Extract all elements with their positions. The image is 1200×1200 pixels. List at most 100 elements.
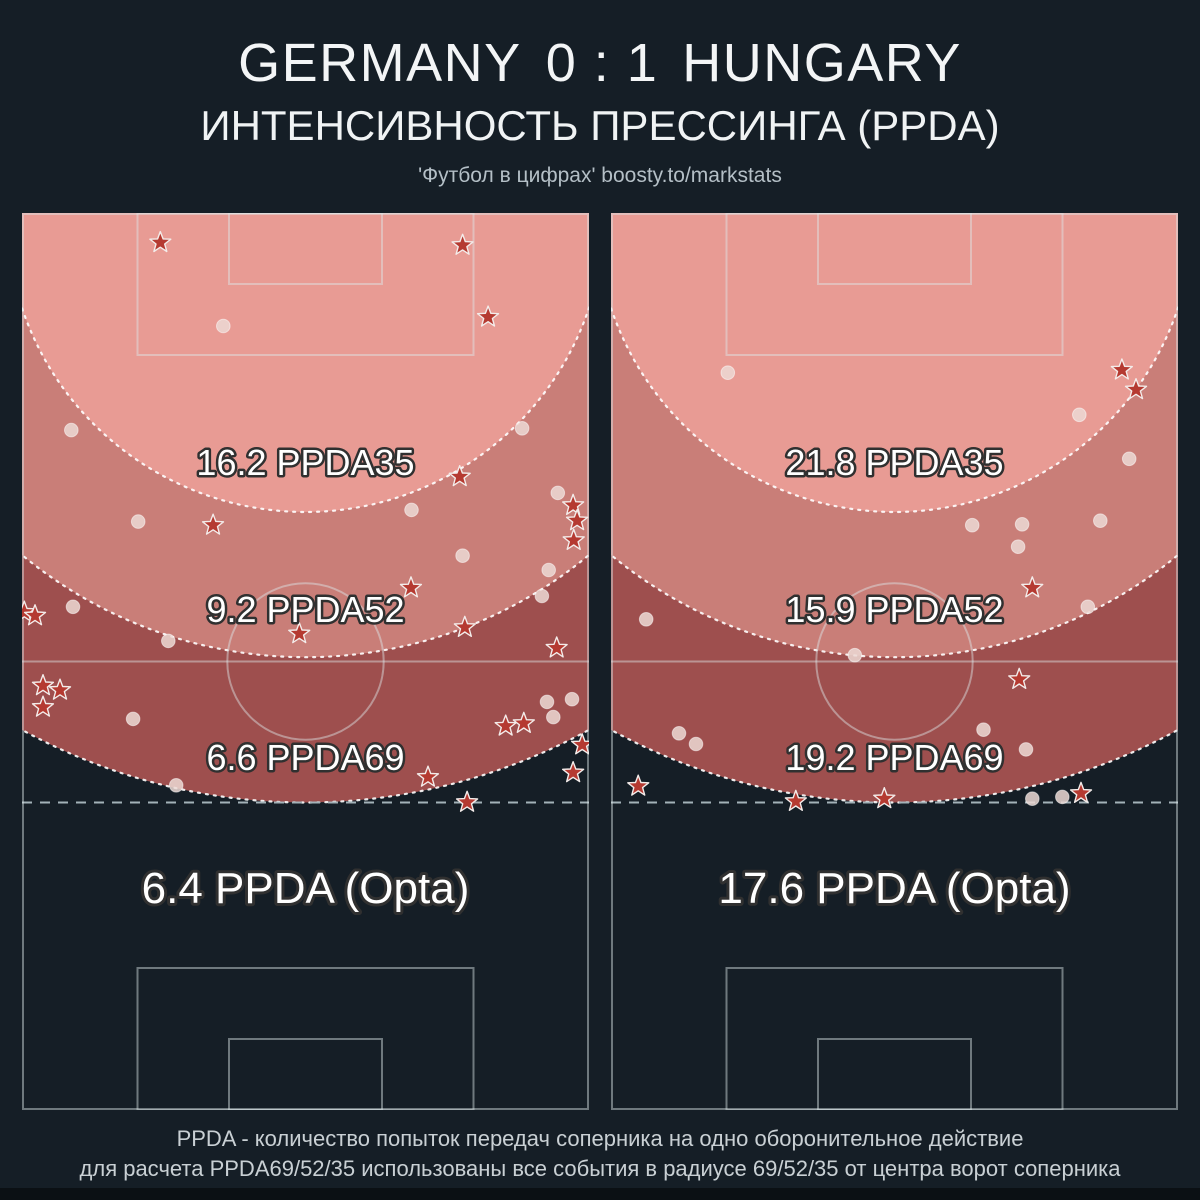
pitch-lines: [22, 213, 589, 1110]
event-dot: [216, 318, 231, 334]
event-dot: [404, 502, 419, 518]
defensive-action-star: [1110, 358, 1133, 380]
header: GERMANY 0 : 1 HUNGARY ИНТЕНСИВНОСТЬ ПРЕССИ…: [0, 0, 1200, 213]
defensive-action-star: [784, 789, 807, 811]
event-dot: [1018, 742, 1034, 757]
pitch-border: [611, 213, 1178, 1110]
zone-label-ppda52: 15.9 PPDA52: [785, 589, 1003, 630]
event-dot: [130, 514, 146, 529]
match-score: 0 : 1: [545, 33, 659, 93]
defensive-action-star: [453, 615, 476, 637]
home-team-name: GERMANY: [238, 33, 522, 93]
event-dot: [125, 711, 141, 727]
event-dot: [1072, 407, 1087, 423]
event-dot: [546, 709, 561, 725]
defensive-action-star: [416, 765, 440, 787]
zone-label-ppda35: 21.8 PPDA35: [785, 442, 1003, 483]
defensive-action-star: [23, 604, 47, 626]
defensive-action-star: [562, 761, 585, 783]
defensive-action-star: [288, 622, 311, 644]
top-goal-box: [817, 213, 972, 285]
center-circle: [226, 582, 385, 741]
event-dot: [1080, 599, 1096, 615]
credit-line: 'Футбол в цифрах' boosty.to/markstats: [418, 164, 782, 187]
event-dot: [1010, 539, 1026, 555]
away-team-name: HUNGARY: [682, 33, 962, 93]
bottom-penalty-box: [725, 967, 1064, 1110]
defensive-action-star: [512, 711, 535, 733]
defensive-action-star: [565, 509, 589, 531]
pitch-hungary-layers: 21.8 PPDA35 15.9 PPDA52 19.2 PPDA69 17.6 PP…: [611, 213, 1178, 1110]
event-dot: [671, 726, 687, 741]
defensive-action-star: [448, 465, 471, 487]
event-dot: [65, 599, 81, 615]
defensive-action-star: [545, 636, 568, 658]
opta-ppda-label: 17.6 PPDA (Opta): [718, 864, 1070, 913]
zone-ppda35: [611, 213, 1178, 514]
event-dot: [638, 612, 654, 627]
zone-label-ppda52: 9.2 PPDA52: [206, 589, 404, 630]
footer-line-2: для расчета PPDA69/52/35 использованы вс…: [79, 1156, 1121, 1181]
event-dot: [1121, 451, 1137, 467]
footer-note: PPDA - количество попыток передач соперн…: [0, 1124, 1200, 1184]
pitches-row: 16.2 PPDA35 9.2 PPDA52 6.6 PPDA69 6.4 PPDA …: [0, 213, 1200, 1110]
defensive-action-star: [31, 674, 55, 696]
defensive-action-star: [201, 513, 225, 535]
bottom-goal-box: [228, 1038, 383, 1110]
defensive-action-star: [562, 528, 585, 550]
opta-ppda-label: 6.4 PPDA (Opta): [142, 864, 470, 913]
event-dot: [847, 647, 863, 663]
zone-label-ppda69: 19.2 PPDA69: [785, 737, 1003, 778]
bottom-penalty-box: [136, 967, 475, 1110]
event-dot: [168, 778, 184, 793]
event-dot: [514, 421, 530, 436]
event-dot: [964, 517, 980, 533]
top-goal-box: [228, 213, 383, 285]
event-dot: [455, 548, 470, 564]
event-dot: [1025, 791, 1040, 807]
zone-label-ppda69: 6.6 PPDA69: [206, 737, 404, 778]
pitch-lines: [611, 213, 1178, 1110]
event-dot: [1055, 789, 1070, 805]
center-circle: [815, 582, 974, 741]
zone-ppda35: [22, 213, 589, 514]
defensive-action-star: [1021, 576, 1044, 598]
pitch-germany: 16.2 PPDA35 9.2 PPDA52 6.6 PPDA69 6.4 PPDA …: [22, 213, 589, 1110]
defensive-action-star: [22, 600, 36, 622]
match-title: GERMANY 0 : 1 HUNGARY: [0, 30, 1200, 96]
defensive-action-star: [494, 714, 517, 736]
defensive-action-star: [455, 790, 479, 812]
defensive-action-star: [1124, 378, 1148, 400]
defensive-action-star: [1069, 781, 1093, 803]
chart-title: ИНТЕНСИВНОСТЬ ПРЕССИНГА (PPDA): [200, 102, 1000, 149]
pitch-germany-layers: 16.2 PPDA35 9.2 PPDA52 6.6 PPDA69 6.4 PPDA …: [22, 213, 589, 1110]
event-dot: [539, 694, 555, 710]
defensive-action-star: [873, 787, 896, 809]
event-dot: [1014, 517, 1030, 532]
event-dot: [720, 365, 736, 380]
defensive-action-star: [31, 695, 55, 717]
defensive-action-star: [451, 233, 474, 255]
defensive-action-star: [1008, 667, 1031, 689]
defensive-action-star: [476, 305, 500, 327]
event-dot: [161, 633, 176, 649]
defensive-action-star: [48, 678, 72, 700]
zone-label-ppda35: 16.2 PPDA35: [196, 442, 414, 483]
defensive-action-star: [399, 576, 423, 598]
pitch-border: [22, 213, 589, 1110]
defensive-action-star: [562, 493, 585, 515]
event-dot: [976, 722, 991, 738]
top-penalty-box: [725, 213, 1064, 356]
bottom-strip: [0, 1188, 1200, 1200]
event-dot: [541, 562, 557, 578]
event-dot: [550, 485, 566, 501]
event-dot: [534, 588, 550, 604]
event-dot: [64, 422, 79, 438]
bottom-goal-box: [817, 1038, 972, 1110]
event-dot: [688, 736, 704, 752]
top-penalty-box: [136, 213, 475, 356]
event-dot: [1093, 513, 1108, 529]
event-dot: [564, 691, 580, 707]
defensive-action-star: [571, 733, 589, 755]
